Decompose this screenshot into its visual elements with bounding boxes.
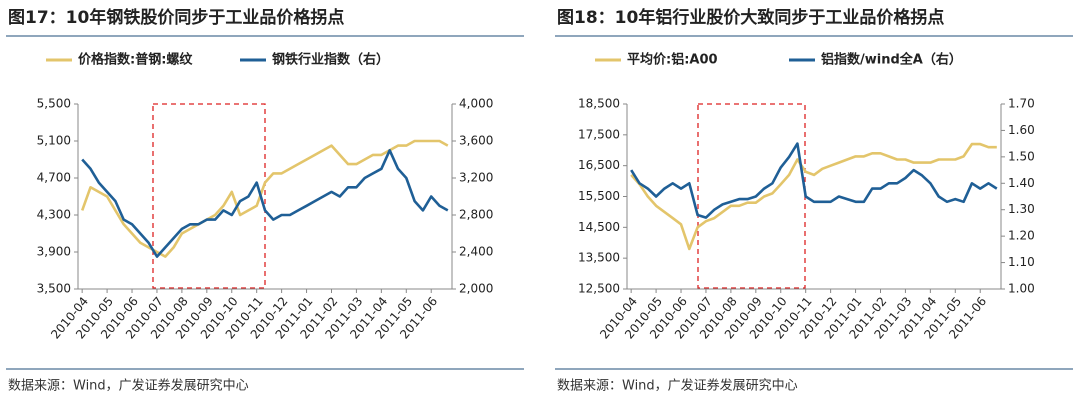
- highlight-box: [697, 103, 806, 289]
- y2-tick-label: 1.20: [1008, 229, 1035, 243]
- y2-tick-label: 1.00: [1008, 282, 1035, 296]
- y-tick-label: 14,500: [578, 220, 620, 234]
- y-tick-label: 5,100: [37, 134, 71, 148]
- y-tick-label: 5,500: [37, 97, 71, 111]
- series-line: [630, 142, 997, 251]
- y-tick-label: 4,300: [37, 208, 71, 222]
- y-tick-label: 16,500: [578, 158, 620, 172]
- y-tick-label: 4,700: [37, 171, 71, 185]
- series-line: [80, 139, 449, 258]
- y2-tick-label: 2,400: [459, 245, 493, 259]
- y2-tick-label: 4,000: [459, 97, 493, 111]
- y-tick-label: 18,500: [578, 97, 620, 111]
- series-line: [630, 142, 998, 219]
- y-tick-label: 12,500: [578, 282, 620, 296]
- y-tick-label: 3,500: [37, 282, 71, 296]
- y2-tick-label: 1.10: [1008, 255, 1035, 269]
- y-tick-label: 13,500: [578, 251, 620, 265]
- y-tick-label: 17,500: [578, 127, 620, 141]
- series-line: [81, 149, 449, 258]
- chart-title: 图18：10年铝行业股价大致同步于工业品价格拐点: [557, 7, 944, 28]
- source: 数据来源：Wind，广发证券发展研究中心: [8, 378, 249, 394]
- y2-tick-label: 1.40: [1008, 176, 1035, 190]
- y2-tick-label: 1.60: [1008, 123, 1035, 137]
- chart-title: 图17：10年钢铁股价同步于工业品价格拐点: [8, 7, 344, 28]
- y-tick-label: 3,900: [37, 245, 71, 259]
- y2-tick-label: 3,600: [459, 134, 493, 148]
- y2-tick-label: 1.30: [1008, 202, 1035, 216]
- highlight-box: [152, 103, 266, 289]
- y-tick-label: 15,500: [578, 189, 620, 203]
- legend-label: 价格指数:普钢:螺纹: [78, 52, 193, 68]
- y2-tick-label: 3,200: [459, 171, 493, 185]
- source: 数据来源：Wind，广发证券发展研究中心: [557, 378, 798, 394]
- legend-label: 平均价:铝:A00: [627, 52, 718, 68]
- legend-label: 钢铁行业指数（右）: [272, 52, 389, 68]
- y2-tick-label: 2,000: [459, 282, 493, 296]
- y2-tick-label: 1.70: [1008, 97, 1035, 111]
- y2-tick-label: 1.50: [1008, 149, 1035, 163]
- y2-tick-label: 2,800: [459, 208, 493, 222]
- legend-label: 铝指数/wind全A（右）: [821, 52, 962, 68]
